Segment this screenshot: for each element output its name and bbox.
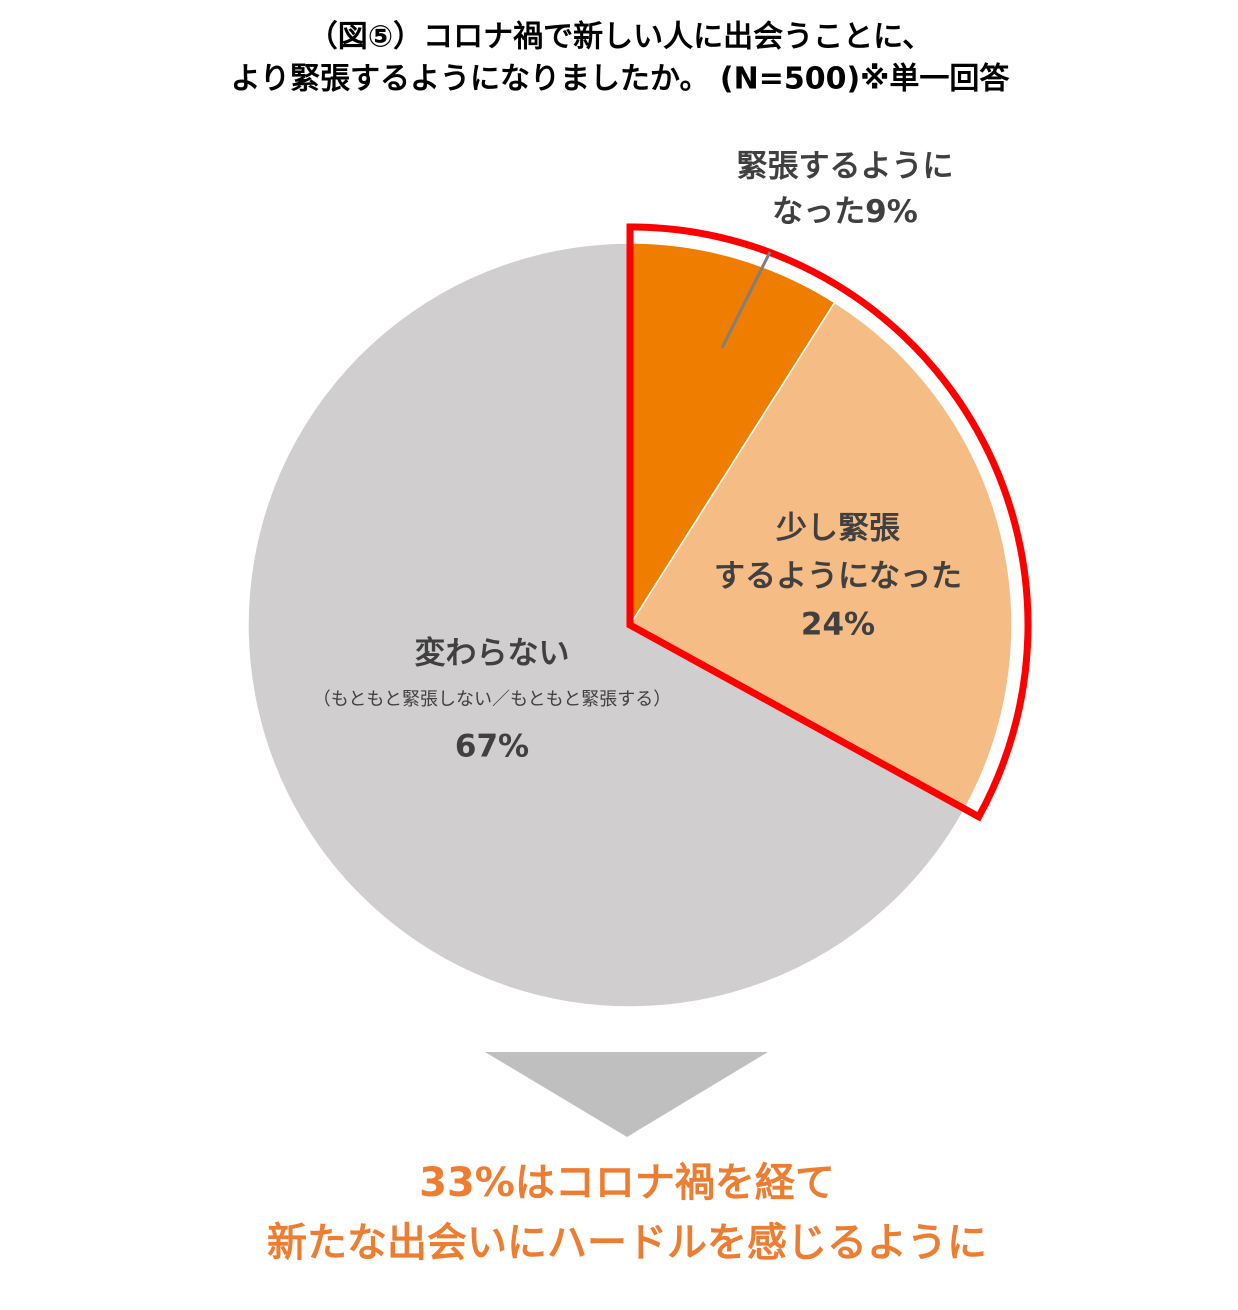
- value-label: 9%: [865, 194, 918, 230]
- annotation: 新たな出会いにハードルを感じるように: [267, 1220, 987, 1266]
- slice-label: 変わらない: [415, 636, 570, 672]
- annotation: 33%はコロナ禍を経て: [419, 1160, 835, 1206]
- slice-label: なった: [772, 194, 865, 230]
- chart-title: （図⑤）コロナ禍で新しい人に出会うことに、: [308, 20, 933, 55]
- leader-line: [720, 251, 772, 349]
- slice-label: 緊張するように: [737, 149, 954, 185]
- slice-label: なった9%: [772, 194, 918, 230]
- pie-slice: [247, 242, 966, 1008]
- slice-label: するようになった: [714, 559, 962, 595]
- value-label: 24%: [801, 607, 875, 643]
- highlight-outline: [626, 223, 1032, 822]
- pie-slice: [629, 242, 836, 628]
- chart-title: より緊張するようになりましたか。 (N=500)※単一回答: [231, 62, 1011, 97]
- value-label: 67%: [455, 729, 529, 765]
- pie-slice: [628, 301, 1013, 811]
- slice-label: （もともと緊張しない／もともと緊張する）: [313, 689, 672, 710]
- slice-label: 少し緊張: [776, 511, 900, 547]
- arrow: [485, 1052, 768, 1137]
